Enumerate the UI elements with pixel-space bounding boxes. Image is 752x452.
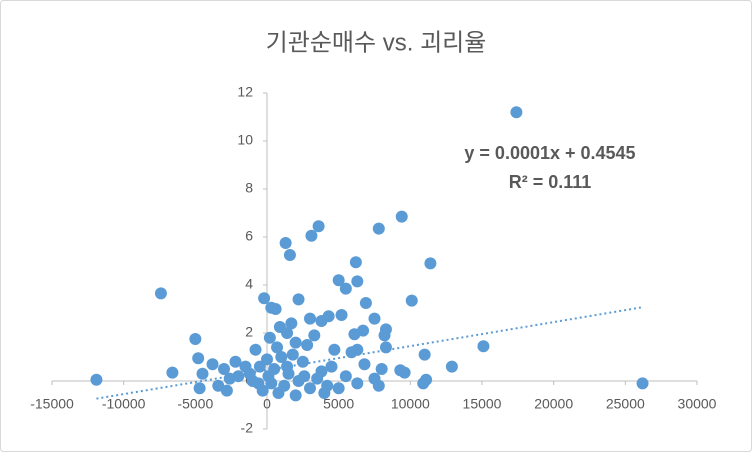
point: [166, 366, 179, 379]
point: [278, 379, 291, 392]
trendline: [96, 306, 643, 400]
x-tick-label: -15000: [30, 396, 74, 412]
point: [358, 358, 371, 371]
trendline-r2: R² = 0.111: [509, 172, 592, 192]
x-tick-label: 25000: [606, 396, 645, 412]
point: [298, 370, 311, 383]
point: [279, 237, 292, 249]
point: [253, 360, 266, 373]
point: [445, 360, 458, 373]
point: [263, 331, 276, 344]
point: [193, 382, 206, 395]
point: [379, 341, 392, 354]
point: [269, 303, 282, 315]
x-tick-label: 20000: [534, 396, 573, 412]
point: [378, 329, 391, 342]
point: [196, 367, 209, 380]
point: [292, 293, 305, 306]
point: [372, 222, 385, 235]
point: [305, 229, 318, 242]
point: [308, 329, 321, 342]
point: [339, 370, 352, 383]
point: [375, 363, 388, 375]
point: [368, 312, 381, 325]
point: [477, 340, 490, 353]
y-tick-label: 6: [245, 228, 253, 244]
point: [405, 294, 418, 307]
point: [315, 315, 328, 327]
point: [395, 210, 408, 223]
point: [424, 257, 437, 270]
point: [510, 106, 523, 119]
y-tick-label: 4: [245, 276, 253, 292]
point: [281, 360, 294, 373]
y-tick-label: -2: [241, 420, 254, 436]
x-tick-label: 10000: [391, 396, 430, 412]
point: [339, 282, 352, 295]
chart-title: 기관순매수 vs. 괴리율: [266, 29, 487, 56]
point: [271, 341, 284, 354]
point: [218, 363, 230, 375]
point: [220, 384, 233, 397]
point: [368, 372, 381, 385]
point: [154, 287, 167, 300]
point: [312, 220, 325, 233]
point: [351, 343, 364, 356]
point: [285, 317, 298, 330]
point: [229, 355, 242, 368]
trendline-equation: y = 0.0001x + 0.4545: [464, 143, 635, 163]
y-tick-label: 10: [237, 132, 253, 148]
point: [275, 351, 288, 363]
point: [349, 256, 362, 269]
x-tick-label: -10000: [102, 396, 146, 412]
point: [351, 377, 364, 390]
point: [328, 343, 341, 356]
point: [315, 365, 328, 378]
point: [249, 343, 262, 356]
point: [283, 249, 296, 261]
point: [192, 352, 205, 365]
point: [252, 377, 265, 390]
point: [289, 389, 302, 402]
point: [189, 333, 202, 345]
point: [321, 379, 334, 392]
point: [335, 309, 348, 321]
point: [636, 377, 649, 390]
point: [418, 348, 431, 361]
point: [273, 321, 286, 333]
y-tick-label: 8: [245, 180, 253, 196]
point: [296, 355, 309, 368]
point: [262, 370, 275, 383]
point: [304, 312, 316, 325]
y-tick-label: 12: [237, 84, 253, 100]
point: [359, 297, 372, 309]
x-tick-label: 30000: [678, 396, 717, 412]
x-tick-label: 5000: [323, 396, 354, 412]
point: [332, 382, 345, 395]
point: [258, 292, 271, 305]
x-tick-label: -5000: [177, 396, 213, 412]
point: [325, 360, 338, 373]
x-tick-label: 15000: [463, 396, 502, 412]
point: [286, 348, 299, 361]
y-tick-label: 2: [245, 324, 253, 340]
point: [304, 382, 316, 395]
x-tick-label: 0: [263, 396, 271, 412]
point: [223, 372, 236, 385]
point: [351, 275, 364, 288]
point: [398, 366, 411, 379]
point: [90, 373, 103, 386]
point: [206, 358, 219, 371]
point: [289, 336, 302, 349]
point: [420, 373, 433, 386]
point: [332, 274, 345, 287]
point: [348, 328, 361, 341]
point: [301, 339, 314, 351]
